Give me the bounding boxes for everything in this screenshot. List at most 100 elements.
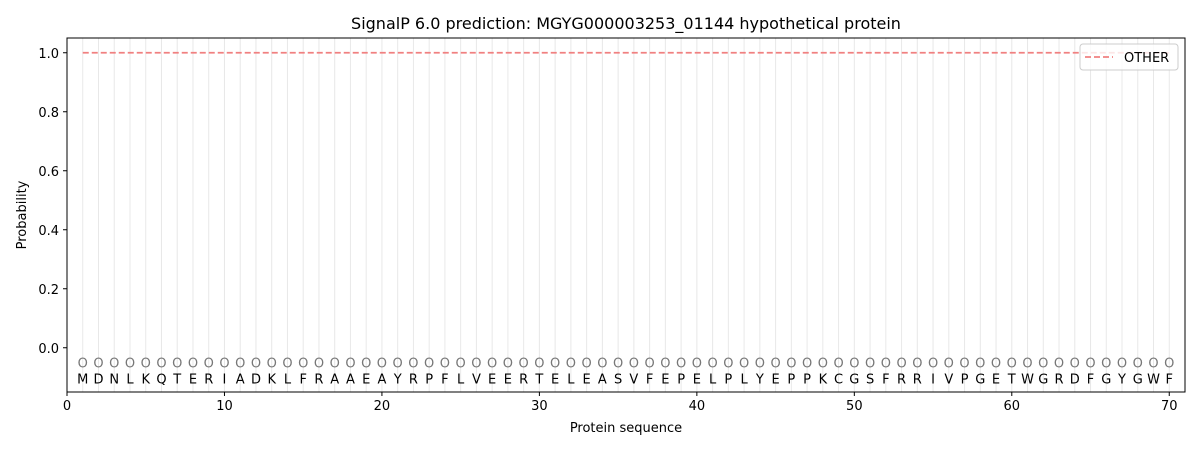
residue-letter: S <box>866 372 874 387</box>
residue-letter: E <box>771 372 779 387</box>
residue-letter: L <box>709 372 717 387</box>
residue-marker: O <box>408 357 418 372</box>
y-tick-label: 0.6 <box>38 165 59 180</box>
residue-marker: O <box>503 357 513 372</box>
residue-letter: E <box>693 372 701 387</box>
residue-marker: O <box>361 357 371 372</box>
residue-letter: P <box>677 372 685 387</box>
residue-letter: N <box>109 372 119 387</box>
residue-marker: O <box>550 357 560 372</box>
legend-box <box>1079 43 1179 71</box>
residue-letter: R <box>204 372 213 387</box>
residue-marker: O <box>1085 357 1095 372</box>
residue-letter: G <box>975 372 985 387</box>
residue-letter: F <box>1087 372 1094 387</box>
residue-marker: O <box>1007 357 1017 372</box>
residue-letter: R <box>1055 372 1064 387</box>
residue-letter: Q <box>156 372 166 387</box>
y-tick-label: 1.0 <box>38 47 59 62</box>
residue-letter: E <box>189 372 197 387</box>
x-tick-label: 60 <box>1004 399 1021 414</box>
residue-marker: O <box>802 357 812 372</box>
residue-letter: E <box>551 372 559 387</box>
residue-letter: D <box>251 372 261 387</box>
residue-marker: O <box>109 357 119 372</box>
residue-marker: O <box>424 357 434 372</box>
residue-marker: O <box>833 357 843 372</box>
x-tick-label: 30 <box>531 399 548 414</box>
residue-letter: Y <box>393 372 402 387</box>
residue-letter: E <box>488 372 496 387</box>
residue-marker: O <box>219 357 229 372</box>
residue-marker: O <box>141 357 151 372</box>
residue-marker: O <box>566 357 576 372</box>
residue-letter: K <box>819 372 828 387</box>
residue-letter: E <box>583 372 591 387</box>
residue-marker: O <box>1070 357 1080 372</box>
residue-marker: O <box>471 357 481 372</box>
y-axis-label: Probability <box>15 180 30 249</box>
residue-letter: P <box>724 372 732 387</box>
residue-marker: O <box>896 357 906 372</box>
residue-letter: A <box>236 372 245 387</box>
residue-marker: O <box>944 357 954 372</box>
x-tick-label: 50 <box>846 399 863 414</box>
residue-letter: A <box>598 372 607 387</box>
residue-letter: G <box>849 372 859 387</box>
x-tick-label: 20 <box>374 399 391 414</box>
y-tick-label: 0.2 <box>38 283 59 298</box>
residue-marker: O <box>440 357 450 372</box>
residue-letter: M <box>77 372 88 387</box>
residue-letter: E <box>362 372 370 387</box>
residue-letter: W <box>1021 372 1034 387</box>
residue-marker: O <box>928 357 938 372</box>
y-tick-label: 0.4 <box>38 224 59 239</box>
residue-marker: O <box>818 357 828 372</box>
residue-marker: O <box>1133 357 1143 372</box>
residue-marker: O <box>188 357 198 372</box>
residue-letter: P <box>803 372 811 387</box>
residue-letter: I <box>223 372 227 387</box>
residue-letter: F <box>882 372 889 387</box>
residue-marker: O <box>267 357 277 372</box>
residue-marker: O <box>849 357 859 372</box>
legend-label-other: OTHER <box>1124 51 1169 66</box>
residue-letter: R <box>913 372 922 387</box>
residue-letter: T <box>534 372 543 387</box>
x-tick-label: 40 <box>689 399 706 414</box>
residue-letter: A <box>377 372 386 387</box>
residue-marker: O <box>282 357 292 372</box>
residue-marker: O <box>645 357 655 372</box>
residue-marker: O <box>597 357 607 372</box>
x-tick-label: 10 <box>216 399 233 414</box>
legend: OTHER <box>1079 43 1179 71</box>
residue-letter: P <box>425 372 433 387</box>
residue-letter: W <box>1147 372 1160 387</box>
residue-marker: O <box>582 357 592 372</box>
residue-marker: O <box>393 357 403 372</box>
residue-marker: O <box>692 357 702 372</box>
residue-letter: E <box>504 372 512 387</box>
x-tick-label: 70 <box>1161 399 1178 414</box>
residue-marker: O <box>975 357 985 372</box>
residue-letter: L <box>740 372 748 387</box>
residue-marker: O <box>1117 357 1127 372</box>
residue-letter: T <box>172 372 181 387</box>
residue-marker: O <box>1022 357 1032 372</box>
residue-letter: L <box>567 372 575 387</box>
y-tick-label: 0.0 <box>38 342 59 357</box>
residue-marker: O <box>991 357 1001 372</box>
residue-marker: O <box>1101 357 1111 372</box>
residue-marker: O <box>172 357 182 372</box>
residue-marker: O <box>456 357 466 372</box>
residue-letter: L <box>126 372 134 387</box>
residue-marker: O <box>1054 357 1064 372</box>
residue-marker: O <box>1038 357 1048 372</box>
residue-marker: O <box>1148 357 1158 372</box>
residue-marker: O <box>204 357 214 372</box>
residue-letter: Y <box>1117 372 1126 387</box>
residue-letter: F <box>441 372 448 387</box>
residue-letter: P <box>961 372 969 387</box>
residue-letter: R <box>897 372 906 387</box>
residue-letter: G <box>1133 372 1143 387</box>
